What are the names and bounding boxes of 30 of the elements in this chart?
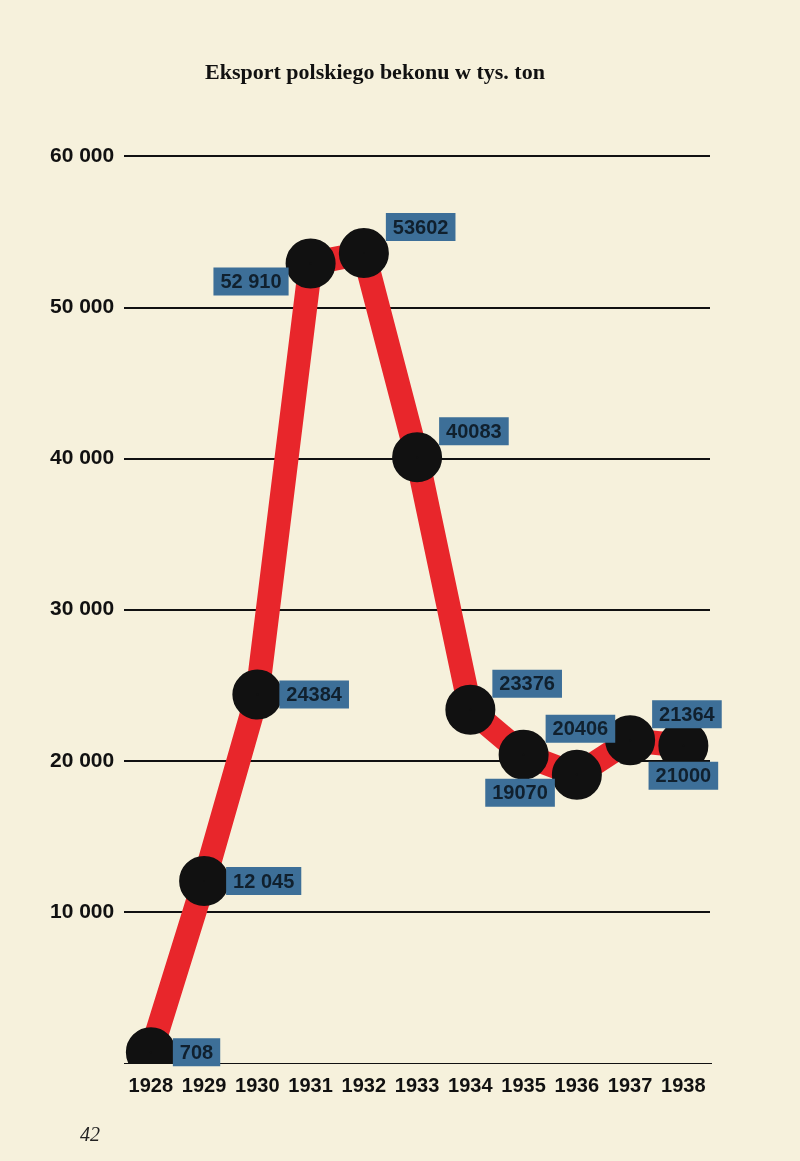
x-tick-label: 1935 xyxy=(501,1073,546,1096)
data-label: 52 910 xyxy=(220,270,282,293)
data-label: 21364 xyxy=(659,702,716,725)
data-label: 19070 xyxy=(492,781,548,804)
y-tick-label: 30 000 xyxy=(50,596,115,620)
data-label: 20406 xyxy=(552,717,609,740)
x-tick-label: 1929 xyxy=(181,1073,227,1096)
x-tick-label: 1930 xyxy=(235,1073,280,1096)
y-tick-label: 60 000 xyxy=(50,143,115,167)
data-label: 24384 xyxy=(286,683,343,706)
data-label: 708 xyxy=(179,1040,214,1063)
x-tick-label: 1932 xyxy=(341,1073,387,1096)
y-tick-label: 50 000 xyxy=(50,294,115,318)
x-tick-label: 1928 xyxy=(128,1073,174,1096)
x-tick-label: 1934 xyxy=(448,1073,494,1096)
x-tick-label: 1933 xyxy=(394,1073,440,1096)
data-label: 53602 xyxy=(392,215,449,238)
y-tick-label: 40 000 xyxy=(50,445,115,469)
text: 42 xyxy=(80,1123,100,1145)
chart-title: Eksport polskiego bekonu w tys. ton xyxy=(205,58,545,84)
y-tick-label: 10 000 xyxy=(50,898,115,922)
data-label: 23376 xyxy=(499,672,555,695)
data-label: 21000 xyxy=(655,764,712,787)
data-label: 40083 xyxy=(446,419,502,442)
y-tick-label: 20 000 xyxy=(50,747,115,771)
x-tick-label: 1938 xyxy=(661,1073,706,1096)
x-tick-label: 1936 xyxy=(554,1073,600,1096)
x-tick-label: 1931 xyxy=(288,1073,333,1096)
x-tick-label: 1937 xyxy=(607,1073,653,1096)
data-label: 12 045 xyxy=(233,869,295,892)
